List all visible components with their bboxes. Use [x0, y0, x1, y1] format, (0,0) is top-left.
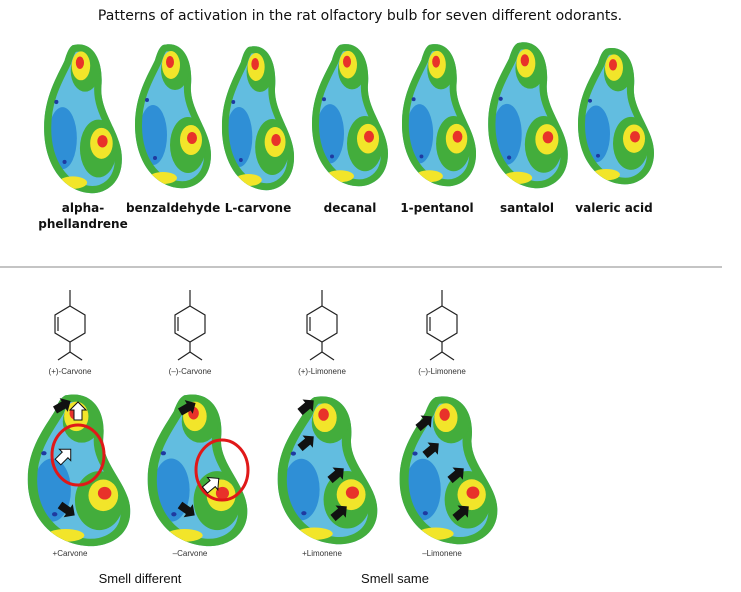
map-label: +Carvone — [52, 549, 88, 558]
arrows — [53, 398, 469, 522]
odorant-label: decanal — [323, 201, 377, 215]
activation-map — [400, 40, 478, 188]
bottom-maps — [25, 390, 500, 548]
map-label: –Limonene — [422, 549, 462, 558]
molecule — [174, 289, 206, 361]
activation-map — [275, 392, 380, 546]
arrow — [415, 415, 432, 432]
group-label: Smell different — [98, 571, 182, 586]
arrow — [330, 505, 347, 522]
top-bulbs — [42, 38, 656, 195]
arrow — [447, 467, 464, 484]
structure-label: (+)-Carvone — [48, 367, 92, 376]
structure-label: (+)-Limonene — [298, 367, 346, 376]
odorant-label: L-carvone — [224, 201, 292, 215]
arrow — [68, 401, 88, 421]
odorant-label: valeric acid — [575, 201, 653, 215]
arrow — [422, 442, 439, 459]
highlight-circle — [50, 423, 106, 487]
arrow — [297, 435, 314, 452]
arrow — [57, 501, 75, 518]
molecule — [306, 289, 338, 361]
activation-map — [42, 40, 124, 195]
map-label: +Limonene — [302, 549, 342, 558]
highlights — [50, 423, 250, 502]
molecule — [54, 289, 86, 361]
arrow — [297, 399, 314, 416]
arrow — [53, 398, 71, 414]
activation-map — [576, 44, 656, 186]
activation-map — [397, 392, 500, 546]
activation-map — [310, 40, 390, 188]
structures — [54, 289, 458, 361]
group-label: Smell same — [361, 571, 429, 586]
odorant-label: santalol — [499, 201, 555, 215]
title: Patterns of activation in the rat olfact… — [97, 8, 623, 24]
activation-map — [220, 42, 296, 192]
arrow — [178, 400, 196, 416]
odorant-label: benzaldehyde — [126, 201, 221, 215]
arrow — [54, 448, 72, 466]
activation-map — [486, 38, 570, 190]
arrow — [177, 501, 195, 518]
arrow — [452, 505, 469, 522]
odorant-label: alpha-phellandrene — [38, 201, 128, 231]
molecule — [426, 289, 458, 361]
arrow — [327, 467, 344, 484]
map-label: –Carvone — [172, 549, 208, 558]
structure-label: (–)-Limonene — [418, 367, 466, 376]
highlight-circle — [194, 438, 250, 502]
activation-map — [133, 40, 213, 190]
odorant-label: 1-pentanol — [400, 201, 474, 215]
structure-label: (–)-Carvone — [168, 367, 212, 376]
arrow — [201, 476, 220, 494]
